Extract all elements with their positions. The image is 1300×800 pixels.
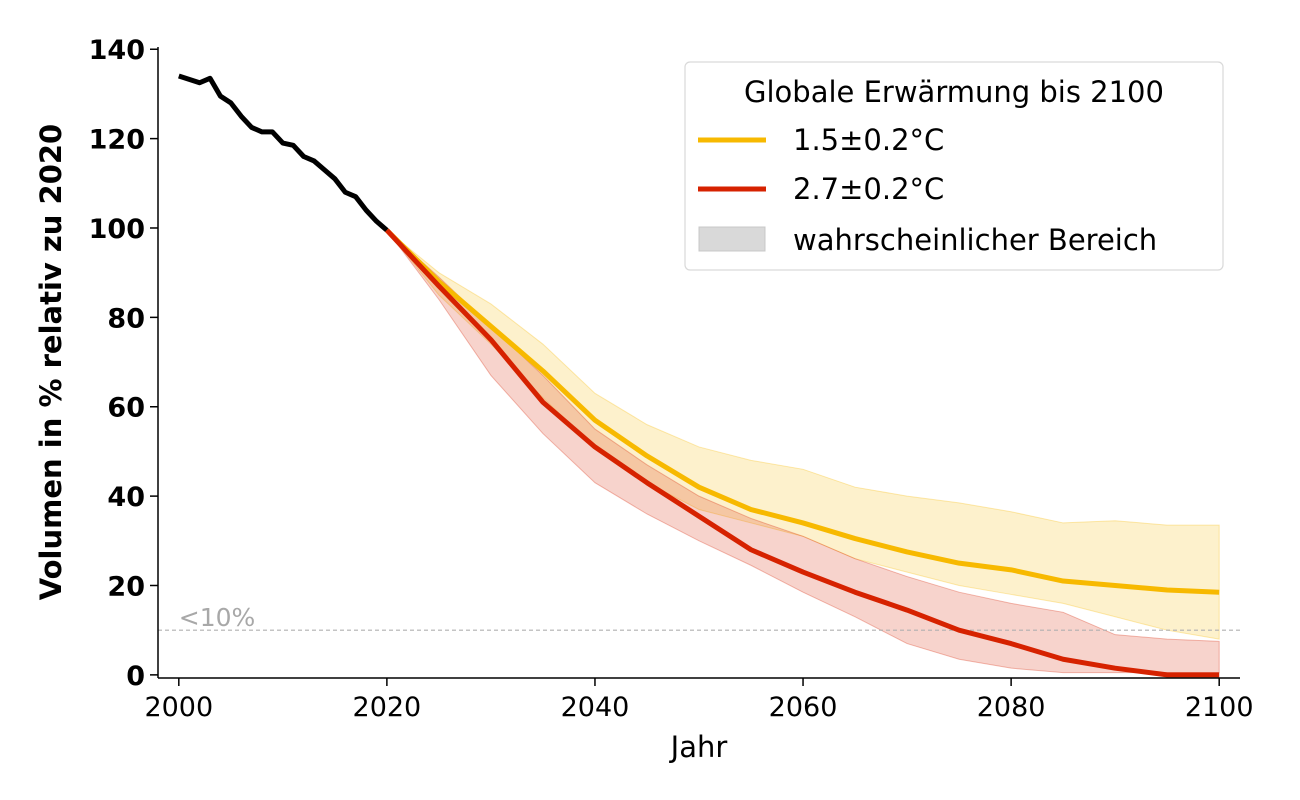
y-tick-label: 140 xyxy=(89,35,145,66)
series-line-1 xyxy=(385,228,1220,595)
x-axis-label: Jahr xyxy=(669,730,728,764)
y-tick-label: 40 xyxy=(107,482,145,513)
legend-entry: 1.5±0.2°C xyxy=(793,123,944,157)
lines xyxy=(178,73,1220,678)
legend-swatch-range xyxy=(698,226,766,252)
y-tick-label: 80 xyxy=(107,303,145,334)
x-tick-label: 2060 xyxy=(769,692,838,723)
legend-entry: wahrscheinlicher Bereich xyxy=(793,223,1157,257)
historical-line xyxy=(178,73,389,233)
y-axis-label: Volumen in % relativ zu 2020 xyxy=(34,124,68,600)
y-tick-label: 60 xyxy=(107,393,145,424)
x-tick-label: 2080 xyxy=(977,692,1046,723)
legend-box xyxy=(684,61,1224,271)
range-band-2 xyxy=(386,229,1220,674)
x-tick-label: 2100 xyxy=(1185,692,1254,723)
legend-title: Globale Erwärmung bis 2100 xyxy=(744,75,1164,109)
legend: Globale Erwärmung bis 2100 1.5±0.2°C 2.7… xyxy=(684,61,1224,271)
threshold-label: <10% xyxy=(179,603,256,632)
x-tick-label: 2000 xyxy=(144,692,213,723)
range-band-1 xyxy=(386,229,1220,640)
series-line-2 xyxy=(385,228,1220,678)
bands xyxy=(386,229,1220,674)
x-tick-label: 2040 xyxy=(561,692,630,723)
x-tick-label: 2020 xyxy=(353,692,422,723)
legend-entry: 2.7±0.2°C xyxy=(793,172,944,206)
y-tick-label: 100 xyxy=(89,214,145,245)
y-tick-label: 0 xyxy=(126,661,145,692)
y-tick-label: 120 xyxy=(89,125,145,156)
y-tick-label: 20 xyxy=(107,571,145,602)
